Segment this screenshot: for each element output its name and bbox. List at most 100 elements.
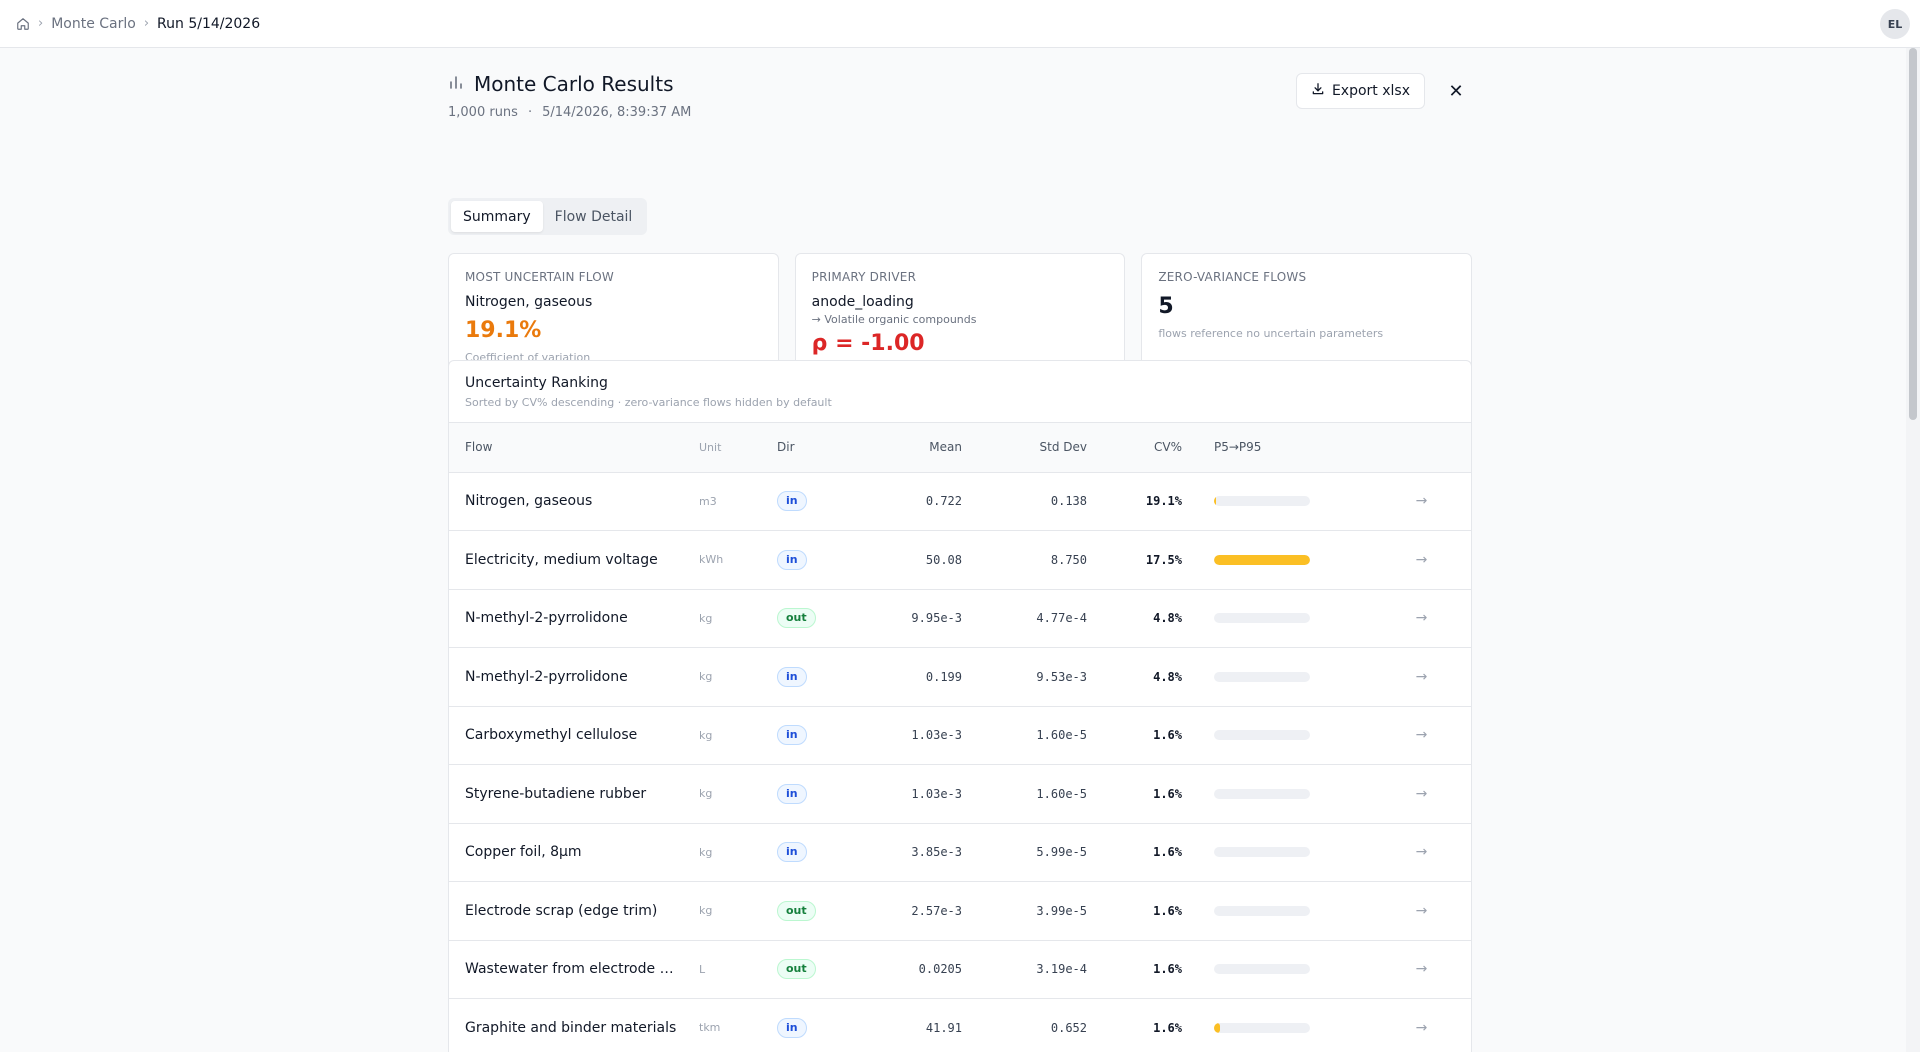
table-row[interactable]: Carboxymethyl cellulose kg in 1.03e-3 1.60e-…	[449, 706, 1471, 765]
table-row[interactable]: N-methyl-2-pyrrolidone kg out 9.95e-3 4.77e-…	[449, 589, 1471, 648]
download-icon	[1311, 82, 1325, 100]
direction-badge: out	[777, 608, 816, 629]
column-header-dir[interactable]: Dir	[777, 440, 795, 455]
arrow-right-icon[interactable]: →	[1415, 961, 1428, 978]
table-row[interactable]: Electrode scrap (edge trim) kg out 2.57e-3 3…	[449, 882, 1471, 940]
flow-mean: 0.0205	[918, 962, 962, 977]
top-bar: › Monte Carlo › Run 5/14/2026 EL	[0, 0, 1920, 48]
p5-p95-range-bar	[1214, 905, 1310, 916]
flow-name: Graphite and binder materials	[465, 1019, 677, 1036]
card-footnote: flows reference no uncertain parameters	[1158, 327, 1384, 340]
flow-name: N-methyl-2-pyrrolidone	[465, 668, 628, 685]
run-count: 1,000 runs	[448, 105, 518, 120]
arrow-right-icon[interactable]: →	[1415, 844, 1428, 861]
arrow-right-icon[interactable]: →	[1415, 551, 1428, 568]
flow-std-dev: 3.99e-5	[1036, 903, 1087, 918]
flow-cv: 4.8%	[1153, 611, 1182, 626]
close-icon: ✕	[1448, 80, 1464, 102]
flow-unit: kg	[699, 728, 713, 742]
direction-badge: in	[777, 491, 807, 512]
arrow-right-icon[interactable]: →	[1415, 610, 1428, 627]
export-xlsx-label: Export xlsx	[1331, 83, 1410, 99]
p5-p95-range-fill	[1214, 554, 1310, 565]
export-xlsx-button[interactable]: Export xlsx	[1295, 73, 1425, 109]
arrow-right-icon[interactable]: →	[1415, 727, 1428, 744]
table-row[interactable]: Graphite and binder materials tkm in 41.91 0…	[449, 999, 1471, 1052]
ranking-title: Uncertainty Ranking	[465, 375, 608, 391]
flow-name: N-methyl-2-pyrrolidone	[465, 610, 628, 627]
direction-badge: in	[777, 549, 807, 570]
card-label: PRIMARY DRIVER	[811, 270, 917, 284]
p5-p95-range-bar	[1214, 964, 1310, 975]
flow-mean: 0.199	[925, 669, 962, 684]
run-timestamp: 5/14/2026, 8:39:37 AM	[542, 105, 692, 120]
page-scrollbar[interactable]	[1906, 48, 1920, 1052]
flow-cv: 4.8%	[1153, 669, 1182, 684]
breadcrumb-item-monte-carlo[interactable]: Monte Carlo	[51, 15, 136, 32]
p5-p95-range-bar	[1214, 847, 1310, 858]
primary-driver-target: → Volatile organic compounds	[811, 313, 977, 326]
tab-flow-detail[interactable]: Flow Detail	[554, 208, 633, 225]
p5-p95-range-bar	[1214, 554, 1310, 565]
column-header-cv[interactable]: CV%	[1154, 440, 1182, 455]
table-header-row: Flow Unit Dir Mean Std Dev CV% P5→P95	[449, 423, 1471, 472]
flow-name: Wastewater from electrode wa…	[465, 961, 680, 978]
p5-p95-range-bar	[1214, 496, 1310, 507]
tab-summary[interactable]: Summary	[451, 201, 543, 232]
run-meta: 1,000 runs · 5/14/2026, 8:39:37 AM	[448, 105, 691, 120]
direction-badge: out	[777, 959, 816, 980]
main-content: Monte Carlo Results 1,000 runs · 5/14/20…	[448, 48, 1473, 1052]
column-header-mean[interactable]: Mean	[929, 440, 962, 455]
flow-cv: 1.6%	[1153, 786, 1182, 801]
primary-driver-name: anode_loading	[811, 294, 914, 310]
p5-p95-range-bar	[1214, 1022, 1310, 1033]
p5-p95-range-bar	[1214, 730, 1310, 741]
column-header-flow[interactable]: Flow	[465, 440, 493, 455]
flow-std-dev: 8.750	[1050, 552, 1087, 567]
avatar[interactable]: EL	[1880, 9, 1910, 39]
table-row[interactable]: Copper foil, 8µm kg in 3.85e-3 5.99e-5 1.6% →	[449, 823, 1471, 882]
column-header-std-dev[interactable]: Std Dev	[1039, 440, 1087, 455]
ranking-description: Sorted by CV% descending · zero-variance…	[465, 396, 832, 409]
chevron-right-icon: ›	[143, 16, 150, 31]
flow-name: Styrene-butadiene rubber	[465, 785, 647, 802]
table-row[interactable]: Electricity, medium voltage kWh in 50.08 8.7…	[449, 531, 1471, 589]
arrow-right-icon[interactable]: →	[1415, 493, 1428, 510]
flow-name: Nitrogen, gaseous	[465, 493, 593, 510]
arrow-right-icon[interactable]: →	[1415, 785, 1428, 802]
p5-p95-range-bar	[1214, 788, 1310, 799]
flow-std-dev: 3.19e-4	[1036, 962, 1087, 977]
chevron-right-icon: ›	[38, 16, 44, 31]
breadcrumb-item-current-run: Run 5/14/2026	[157, 15, 261, 32]
arrow-right-icon[interactable]: →	[1415, 668, 1428, 685]
scrollbar-thumb[interactable]	[1909, 48, 1917, 420]
flow-unit: tkm	[699, 1021, 721, 1035]
direction-badge: in	[777, 1017, 807, 1038]
table-row[interactable]: Styrene-butadiene rubber kg in 1.03e-3 1.60e…	[449, 765, 1471, 823]
flow-std-dev: 9.53e-3	[1036, 669, 1087, 684]
most-uncertain-cv-value: 19.1%	[465, 318, 542, 343]
bar-chart-icon	[448, 74, 464, 94]
flow-unit: kg	[699, 670, 713, 684]
close-button[interactable]: ✕	[1440, 76, 1472, 106]
column-header-unit[interactable]: Unit	[699, 440, 722, 454]
flow-name: Carboxymethyl cellulose	[465, 727, 638, 744]
table-row[interactable]: Nitrogen, gaseous m3 in 0.722 0.138 19.1% →	[449, 472, 1471, 531]
flow-mean: 2.57e-3	[911, 903, 962, 918]
flow-mean: 41.91	[925, 1020, 962, 1035]
arrow-right-icon[interactable]: →	[1415, 1019, 1428, 1036]
most-uncertain-flow-name: Nitrogen, gaseous	[465, 294, 593, 310]
direction-badge: out	[777, 900, 816, 921]
flow-std-dev: 1.60e-5	[1036, 786, 1087, 801]
p5-p95-range-fill	[1214, 1022, 1220, 1033]
flow-std-dev: 0.652	[1050, 1020, 1087, 1035]
zero-variance-count: 5	[1158, 294, 1174, 319]
column-header-p5-p95: P5→P95	[1214, 440, 1262, 455]
home-icon[interactable]	[16, 17, 30, 31]
flow-std-dev: 0.138	[1050, 494, 1087, 509]
column-header-actions	[1372, 423, 1471, 472]
table-row[interactable]: N-methyl-2-pyrrolidone kg in 0.199 9.53e-3 4.…	[449, 648, 1471, 706]
flow-cv: 1.6%	[1153, 962, 1182, 977]
arrow-right-icon[interactable]: →	[1415, 902, 1428, 919]
